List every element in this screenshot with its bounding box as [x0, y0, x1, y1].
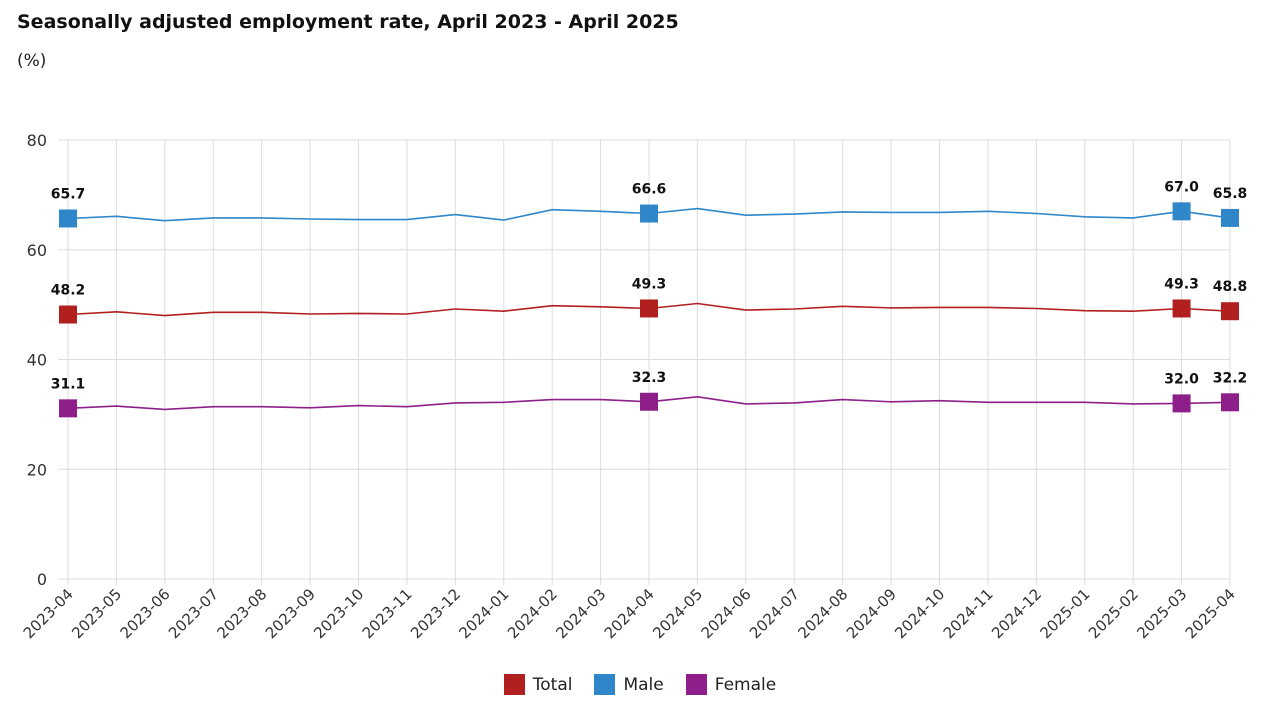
legend-swatch-male	[594, 674, 616, 695]
series-layer	[59, 202, 1239, 418]
x-tick-label: 2024-11	[940, 585, 997, 642]
x-tick-label: 2024-04	[601, 585, 658, 642]
x-tick-label: 2023-04	[20, 585, 77, 642]
data-point-marker	[640, 299, 658, 318]
x-tick-label: 2025-02	[1085, 585, 1142, 642]
x-tick-label: 2023-06	[117, 585, 174, 642]
x-tick-label: 2023-08	[213, 585, 270, 642]
data-label: 65.7	[51, 186, 86, 202]
data-label: 32.2	[1213, 370, 1248, 386]
legend-swatch-female	[685, 674, 707, 695]
y-tick-label: 60	[27, 241, 47, 260]
data-label: 67.0	[1164, 179, 1199, 195]
data-label: 32.3	[632, 370, 667, 386]
x-tick-label: 2024-02	[504, 585, 561, 642]
x-tick-label: 2024-03	[552, 585, 609, 642]
data-label: 49.3	[1164, 276, 1199, 292]
data-point-marker	[1172, 202, 1191, 221]
data-label: 49.3	[632, 276, 667, 292]
chart-subtitle: (%)	[17, 51, 47, 71]
data-label: 66.6	[632, 182, 667, 198]
x-tick-label: 2023-09	[262, 585, 319, 642]
x-tick-label: 2024-08	[794, 585, 851, 642]
legend-item-male[interactable]: Male	[594, 674, 664, 695]
y-tick-label: 40	[27, 351, 47, 370]
legend-item-female[interactable]: Female	[685, 674, 777, 695]
x-tick-label: 2024-05	[649, 585, 706, 642]
data-point-marker	[1221, 302, 1239, 321]
chart-title: Seasonally adjusted employment rate, Apr…	[17, 11, 679, 33]
data-point-marker	[59, 209, 77, 228]
data-point-marker	[1221, 393, 1239, 412]
data-label: 48.2	[51, 283, 86, 299]
data-point-marker	[59, 399, 77, 418]
data-label-layer: 48.2 49.3 49.3 48.8 65.7 66.6 67.0 65.8 31.1 32.3…	[51, 179, 1248, 392]
x-tick-label: 2023-07	[165, 585, 222, 642]
x-tick-label: 2023-10	[310, 585, 367, 642]
x-tick-label: 2024-07	[746, 585, 803, 642]
y-tick-label: 80	[27, 131, 47, 150]
x-tick-label: 2024-06	[698, 585, 755, 642]
x-tick-label: 2023-11	[359, 585, 416, 642]
x-tick-label: 2023-05	[68, 585, 125, 642]
legend-swatch-total	[503, 674, 525, 695]
x-tick-label: 2025-04	[1182, 585, 1239, 642]
data-point-marker	[59, 305, 77, 324]
y-tick-label: 20	[27, 460, 47, 479]
x-tick-label: 2024-12	[988, 585, 1045, 642]
x-tick-label: 2025-01	[1037, 585, 1094, 642]
legend-item-total[interactable]: Total	[503, 674, 573, 695]
data-label: 48.8	[1213, 279, 1248, 295]
x-tick-label: 2025-03	[1133, 585, 1190, 642]
data-label: 65.8	[1213, 186, 1248, 202]
legend-label-total: Total	[532, 674, 573, 695]
grid-layer	[58, 139, 1231, 585]
legend: Total Male Female	[0, 674, 1280, 695]
data-label: 31.1	[51, 376, 86, 392]
data-point-marker	[1172, 394, 1191, 413]
data-point-marker	[1221, 208, 1239, 227]
x-tick-label: 2023-12	[407, 585, 464, 642]
data-label: 32.0	[1164, 371, 1199, 387]
data-point-marker	[640, 392, 658, 411]
data-point-marker	[1172, 299, 1191, 318]
x-tick-label: 2024-10	[891, 585, 948, 642]
legend-label-female: Female	[714, 674, 777, 695]
data-point-marker	[640, 204, 658, 223]
x-tick-label: 2024-09	[843, 585, 900, 642]
legend-label-male: Male	[623, 674, 664, 695]
x-tick-label: 2024-01	[456, 585, 513, 642]
axis-layer: 0204060802023-042023-052023-062023-07202…	[20, 131, 1239, 642]
y-tick-label: 0	[37, 570, 47, 589]
